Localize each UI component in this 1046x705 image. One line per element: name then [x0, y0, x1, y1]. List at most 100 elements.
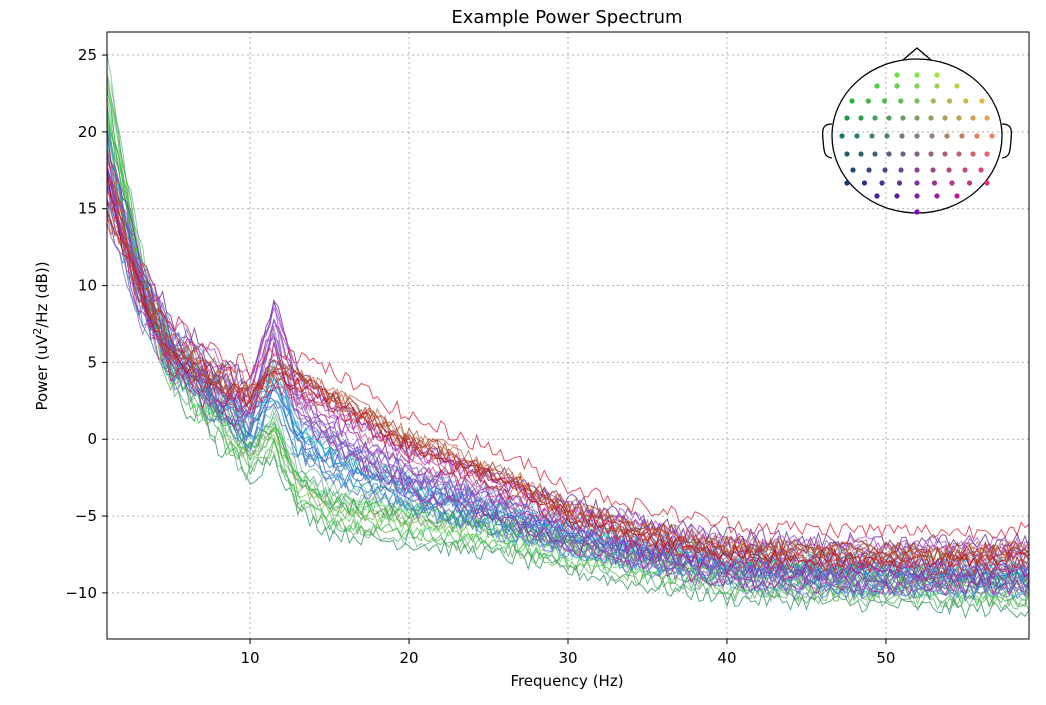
sensor-dot	[865, 98, 871, 104]
y-axis-ticks: 25 20 15 10 5 0 −5 −10	[65, 46, 107, 602]
sensor-dot	[914, 83, 920, 89]
sensor-dot	[954, 83, 960, 89]
sensor-dot	[928, 115, 934, 121]
sensor-dot	[914, 193, 920, 199]
y-tick-label: 0	[87, 430, 97, 448]
sensor-dot	[928, 151, 934, 157]
spectrum-trace-red	[106, 161, 1030, 575]
sensor-dot	[914, 98, 920, 104]
sensor-dot	[956, 151, 962, 157]
sensor-dot	[946, 98, 953, 104]
sensor-dot	[898, 167, 904, 173]
spectrum-trace-blue-teal	[106, 198, 1030, 602]
sensor-dot	[914, 72, 920, 78]
sensor-dot	[934, 193, 940, 199]
spectrum-trace-red	[106, 147, 1030, 559]
y-tick-label: −10	[65, 584, 97, 602]
sensor-dot	[966, 180, 973, 186]
sensor-dot	[900, 151, 906, 157]
sensor-dot	[914, 115, 920, 121]
sensor-dot	[914, 167, 920, 173]
sensor-dot	[894, 83, 900, 89]
sensor-dot	[970, 151, 976, 157]
sensor-dot	[946, 167, 952, 173]
sensor-dot	[979, 98, 985, 104]
sensor-dot	[963, 98, 969, 104]
spectrum-trace-blue-teal	[106, 199, 1030, 599]
x-tick-label: 50	[876, 649, 895, 667]
sensor-dot	[882, 167, 888, 173]
sensor-dot	[850, 167, 856, 173]
spectrum-trace-red	[106, 212, 1030, 562]
sensor-dot	[898, 98, 904, 104]
x-tick-label: 30	[558, 649, 577, 667]
sensor-dot	[962, 167, 968, 173]
sensor-dot	[931, 180, 938, 186]
spectrum-trace-green	[106, 160, 1030, 608]
sensor-dot	[894, 193, 900, 199]
sensor-dot	[984, 115, 990, 121]
sensor-dot	[869, 133, 875, 139]
spectrum-trace-green	[106, 96, 1030, 592]
sensor-dot	[872, 115, 878, 121]
sensor-dot	[881, 98, 888, 104]
spectrum-trace-purple	[106, 128, 1030, 552]
sensor-dot	[872, 151, 878, 157]
sensor-dot	[914, 133, 920, 139]
sensor-dot	[894, 72, 900, 78]
sensor-dot	[954, 193, 960, 199]
x-tick-label: 20	[399, 649, 418, 667]
sensor-dot	[978, 167, 984, 173]
spectrum-trace-red	[106, 159, 1030, 583]
sensor-dot	[914, 151, 920, 157]
x-axis-ticks: 10 20 30 40 50	[241, 639, 895, 667]
spectrum-trace-green	[106, 127, 1030, 612]
x-axis-label: Frequency (Hz)	[510, 672, 623, 690]
y-tick-label: 20	[78, 123, 97, 141]
spectrum-trace-green	[106, 103, 1030, 620]
sensor-dot	[884, 133, 890, 139]
sensor-dot	[879, 180, 885, 186]
sensor-dot	[930, 98, 936, 104]
sensor-dot	[944, 133, 950, 139]
sensor-dot	[886, 151, 892, 157]
sensor-dot	[844, 180, 850, 186]
sensor-dot	[844, 151, 850, 157]
spectrum-trace-blue-teal	[106, 169, 1030, 573]
y-tick-label: 10	[78, 277, 97, 295]
y-tick-label: −5	[75, 507, 97, 525]
spectrum-trace-purple	[106, 222, 1030, 598]
sensor-dot	[900, 115, 906, 121]
sensor-dot	[949, 180, 955, 186]
sensor-dot	[942, 151, 948, 157]
sensor-dot	[874, 83, 880, 89]
sensor-dot	[974, 133, 980, 139]
y-tick-label: 5	[87, 353, 97, 371]
sensor-head-map	[821, 47, 1013, 215]
sensor-dot	[899, 133, 905, 139]
spectrum-trace-green	[106, 84, 1030, 572]
sensor-dot	[929, 133, 935, 139]
sensor-dot	[959, 133, 965, 139]
y-tick-label: 15	[78, 200, 97, 218]
sensor-dot	[839, 133, 845, 139]
sensor-dot	[874, 193, 880, 199]
sensor-dots	[839, 72, 995, 215]
x-tick-label: 10	[241, 649, 260, 667]
head-left-ear	[821, 123, 833, 159]
sensor-dot	[914, 180, 920, 186]
sensor-dot	[914, 209, 920, 215]
x-tick-label: 40	[717, 649, 736, 667]
y-axis-label: Power (uV2/Hz (dB))	[31, 261, 51, 410]
sensor-dot	[896, 180, 903, 186]
sensor-dot	[930, 167, 936, 173]
sensor-dot	[942, 115, 948, 121]
sensor-dot	[989, 133, 995, 139]
sensor-dot	[866, 167, 872, 173]
sensor-dot	[858, 115, 864, 121]
spectrum-trace-green	[106, 116, 1030, 587]
sensor-dot	[886, 115, 892, 121]
chart-title: Example Power Spectrum	[451, 7, 682, 28]
sensor-dot	[844, 115, 850, 121]
